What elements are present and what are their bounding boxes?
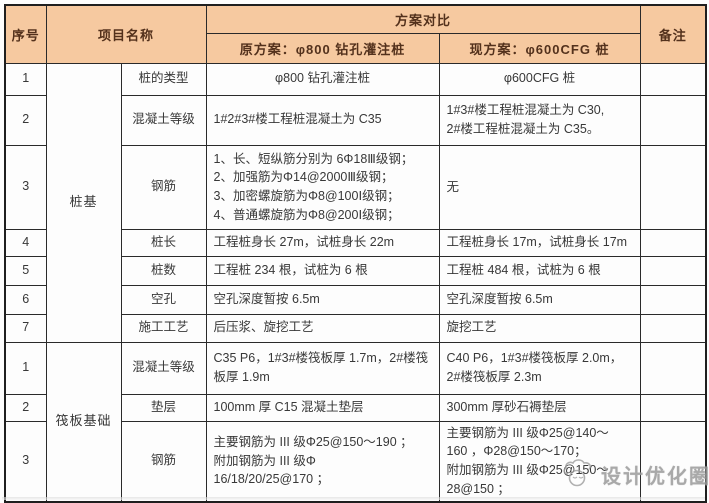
original-plan-cell: 工程桩 234 根，试桩为 6 根	[205, 255, 440, 286]
plan-comparison-table: 序号 项目名称 方案对比 备注 原方案：φ800 钻孔灌注桩 现方案：φ600C…	[4, 4, 708, 503]
original-plan-cell: 主要钢筋为 III 级Φ25@150～190 ； 附加钢筋为 III 级Φ 16…	[205, 420, 440, 502]
scan-shadow	[2, 497, 705, 500]
table-row: 2 垫层 100mm 厚 C15 混凝土垫层 300mm 厚砂石褥垫层	[4, 393, 707, 422]
seq-cell: 1	[4, 341, 47, 395]
seq-cell: 3	[4, 144, 47, 230]
seq-cell: 2	[4, 94, 47, 146]
current-plan-cell: 工程桩 484 根，试桩为 6 根	[438, 255, 641, 286]
remark-column-header: 备注	[639, 4, 707, 64]
group-cell-raft-foundation: 筏板基础	[45, 341, 122, 502]
item-name-cell: 混凝土等级	[120, 341, 207, 395]
seq-cell: 3	[4, 420, 47, 502]
group-cell-pile-foundation: 桩基	[45, 62, 122, 343]
remark-cell	[639, 228, 707, 257]
table-row: 3 钢筋 主要钢筋为 III 级Φ25@150～190 ； 附加钢筋为 III …	[4, 420, 707, 502]
table-header-row-top: 序号 项目名称 方案对比 备注	[4, 4, 707, 64]
remark-cell	[639, 393, 707, 422]
item-name-cell: 施工工艺	[120, 313, 207, 343]
item-name-cell: 桩的类型	[120, 62, 207, 96]
remark-cell	[639, 144, 707, 230]
table-row: 1 筏板基础 混凝土等级 C35 P6，1#3#楼筏板厚 1.7m，2#楼筏板厚…	[4, 341, 707, 502]
current-plan-cell: 300mm 厚砂石褥垫层	[438, 393, 641, 422]
item-name-cell: 钢筋	[120, 420, 207, 502]
item-name-column-header: 项目名称	[45, 4, 207, 64]
table-header-row-sub: 原方案：φ800 钻孔灌注桩 现方案：φ600CFG 桩	[5, 32, 706, 64]
seq-column-header: 序号	[4, 4, 47, 64]
seq-cell: 4	[4, 228, 47, 257]
remark-cell	[639, 94, 707, 146]
current-plan-cell: φ600CFG 桩	[438, 62, 641, 96]
item-name-cell: 钢筋	[120, 144, 207, 230]
remark-cell	[639, 420, 707, 502]
current-plan-cell: 无	[438, 144, 641, 230]
current-plan-cell: 旋挖工艺	[438, 313, 641, 343]
original-plan-cell: 1#2#3#楼工程桩混凝土为 C35	[205, 94, 440, 146]
item-name-cell: 桩数	[120, 255, 207, 286]
table-row: 5 桩数 工程桩 234 根，试桩为 6 根 工程桩 484 根，试桩为 6 根	[4, 255, 707, 286]
seq-cell: 5	[4, 255, 47, 286]
item-name-cell: 桩长	[120, 228, 207, 257]
item-name-cell: 混凝土等级	[120, 94, 207, 146]
remark-cell	[639, 341, 707, 395]
remark-cell	[639, 255, 707, 286]
table-row: 7 施工工艺 后压浆、旋挖工艺 旋挖工艺	[4, 313, 707, 343]
item-name-cell: 空孔	[120, 284, 207, 315]
original-plan-cell: φ800 钻孔灌注桩	[205, 62, 440, 96]
current-plan-cell: 工程桩身长 17m，试桩身长 17m	[438, 228, 641, 257]
original-plan-cell: 工程桩身长 27m，试桩身长 22m	[205, 228, 440, 257]
item-name-cell: 垫层	[120, 393, 207, 422]
original-plan-cell: 后压浆、旋挖工艺	[205, 313, 440, 343]
original-plan-cell: C35 P6，1#3#楼筏板厚 1.7m，2#楼筏板厚 1.9m	[205, 341, 440, 395]
table-row: 1 桩基 桩的类型 φ800 钻孔灌注桩 φ600CFG 桩	[4, 62, 707, 343]
original-plan-cell: 1、长、短纵筋分别为 6Φ18Ⅲ级钢； 2、加强筋为Φ14@2000Ⅲ级钢； 3…	[205, 144, 440, 230]
seq-cell: 2	[4, 393, 47, 422]
current-plan-cell: C40 P6，1#3#楼筏板厚 2.0m，2#楼筏板厚 2.3m	[438, 341, 641, 395]
original-plan-cell: 100mm 厚 C15 混凝土垫层	[205, 393, 440, 422]
plan-compare-header: 方案对比	[205, 4, 641, 34]
seq-cell: 6	[4, 284, 47, 315]
seq-cell: 7	[4, 313, 47, 343]
current-plan-cell: 主要钢筋为 III 级Φ25@140～ 160 ，Φ28@150～170； 附加…	[438, 420, 641, 502]
current-plan-cell: 1#3#楼工程桩混凝土为 C30, 2#楼工程桩混凝土为 C35。	[438, 94, 641, 146]
remark-cell	[639, 284, 707, 315]
original-plan-header: 原方案：φ800 钻孔灌注桩	[205, 32, 440, 64]
table-row: 2 混凝土等级 1#2#3#楼工程桩混凝土为 C35 1#3#楼工程桩混凝土为 …	[4, 94, 707, 146]
remark-cell	[639, 313, 707, 343]
table-row: 3 钢筋 1、长、短纵筋分别为 6Φ18Ⅲ级钢； 2、加强筋为Φ14@2000Ⅲ…	[4, 144, 707, 230]
current-plan-cell: 空孔深度暂按 6.5m	[438, 284, 641, 315]
remark-cell	[639, 62, 707, 96]
original-plan-cell: 空孔深度暂按 6.5m	[205, 284, 440, 315]
current-plan-header: 现方案：φ600CFG 桩	[438, 32, 641, 64]
seq-cell: 1	[4, 62, 47, 96]
